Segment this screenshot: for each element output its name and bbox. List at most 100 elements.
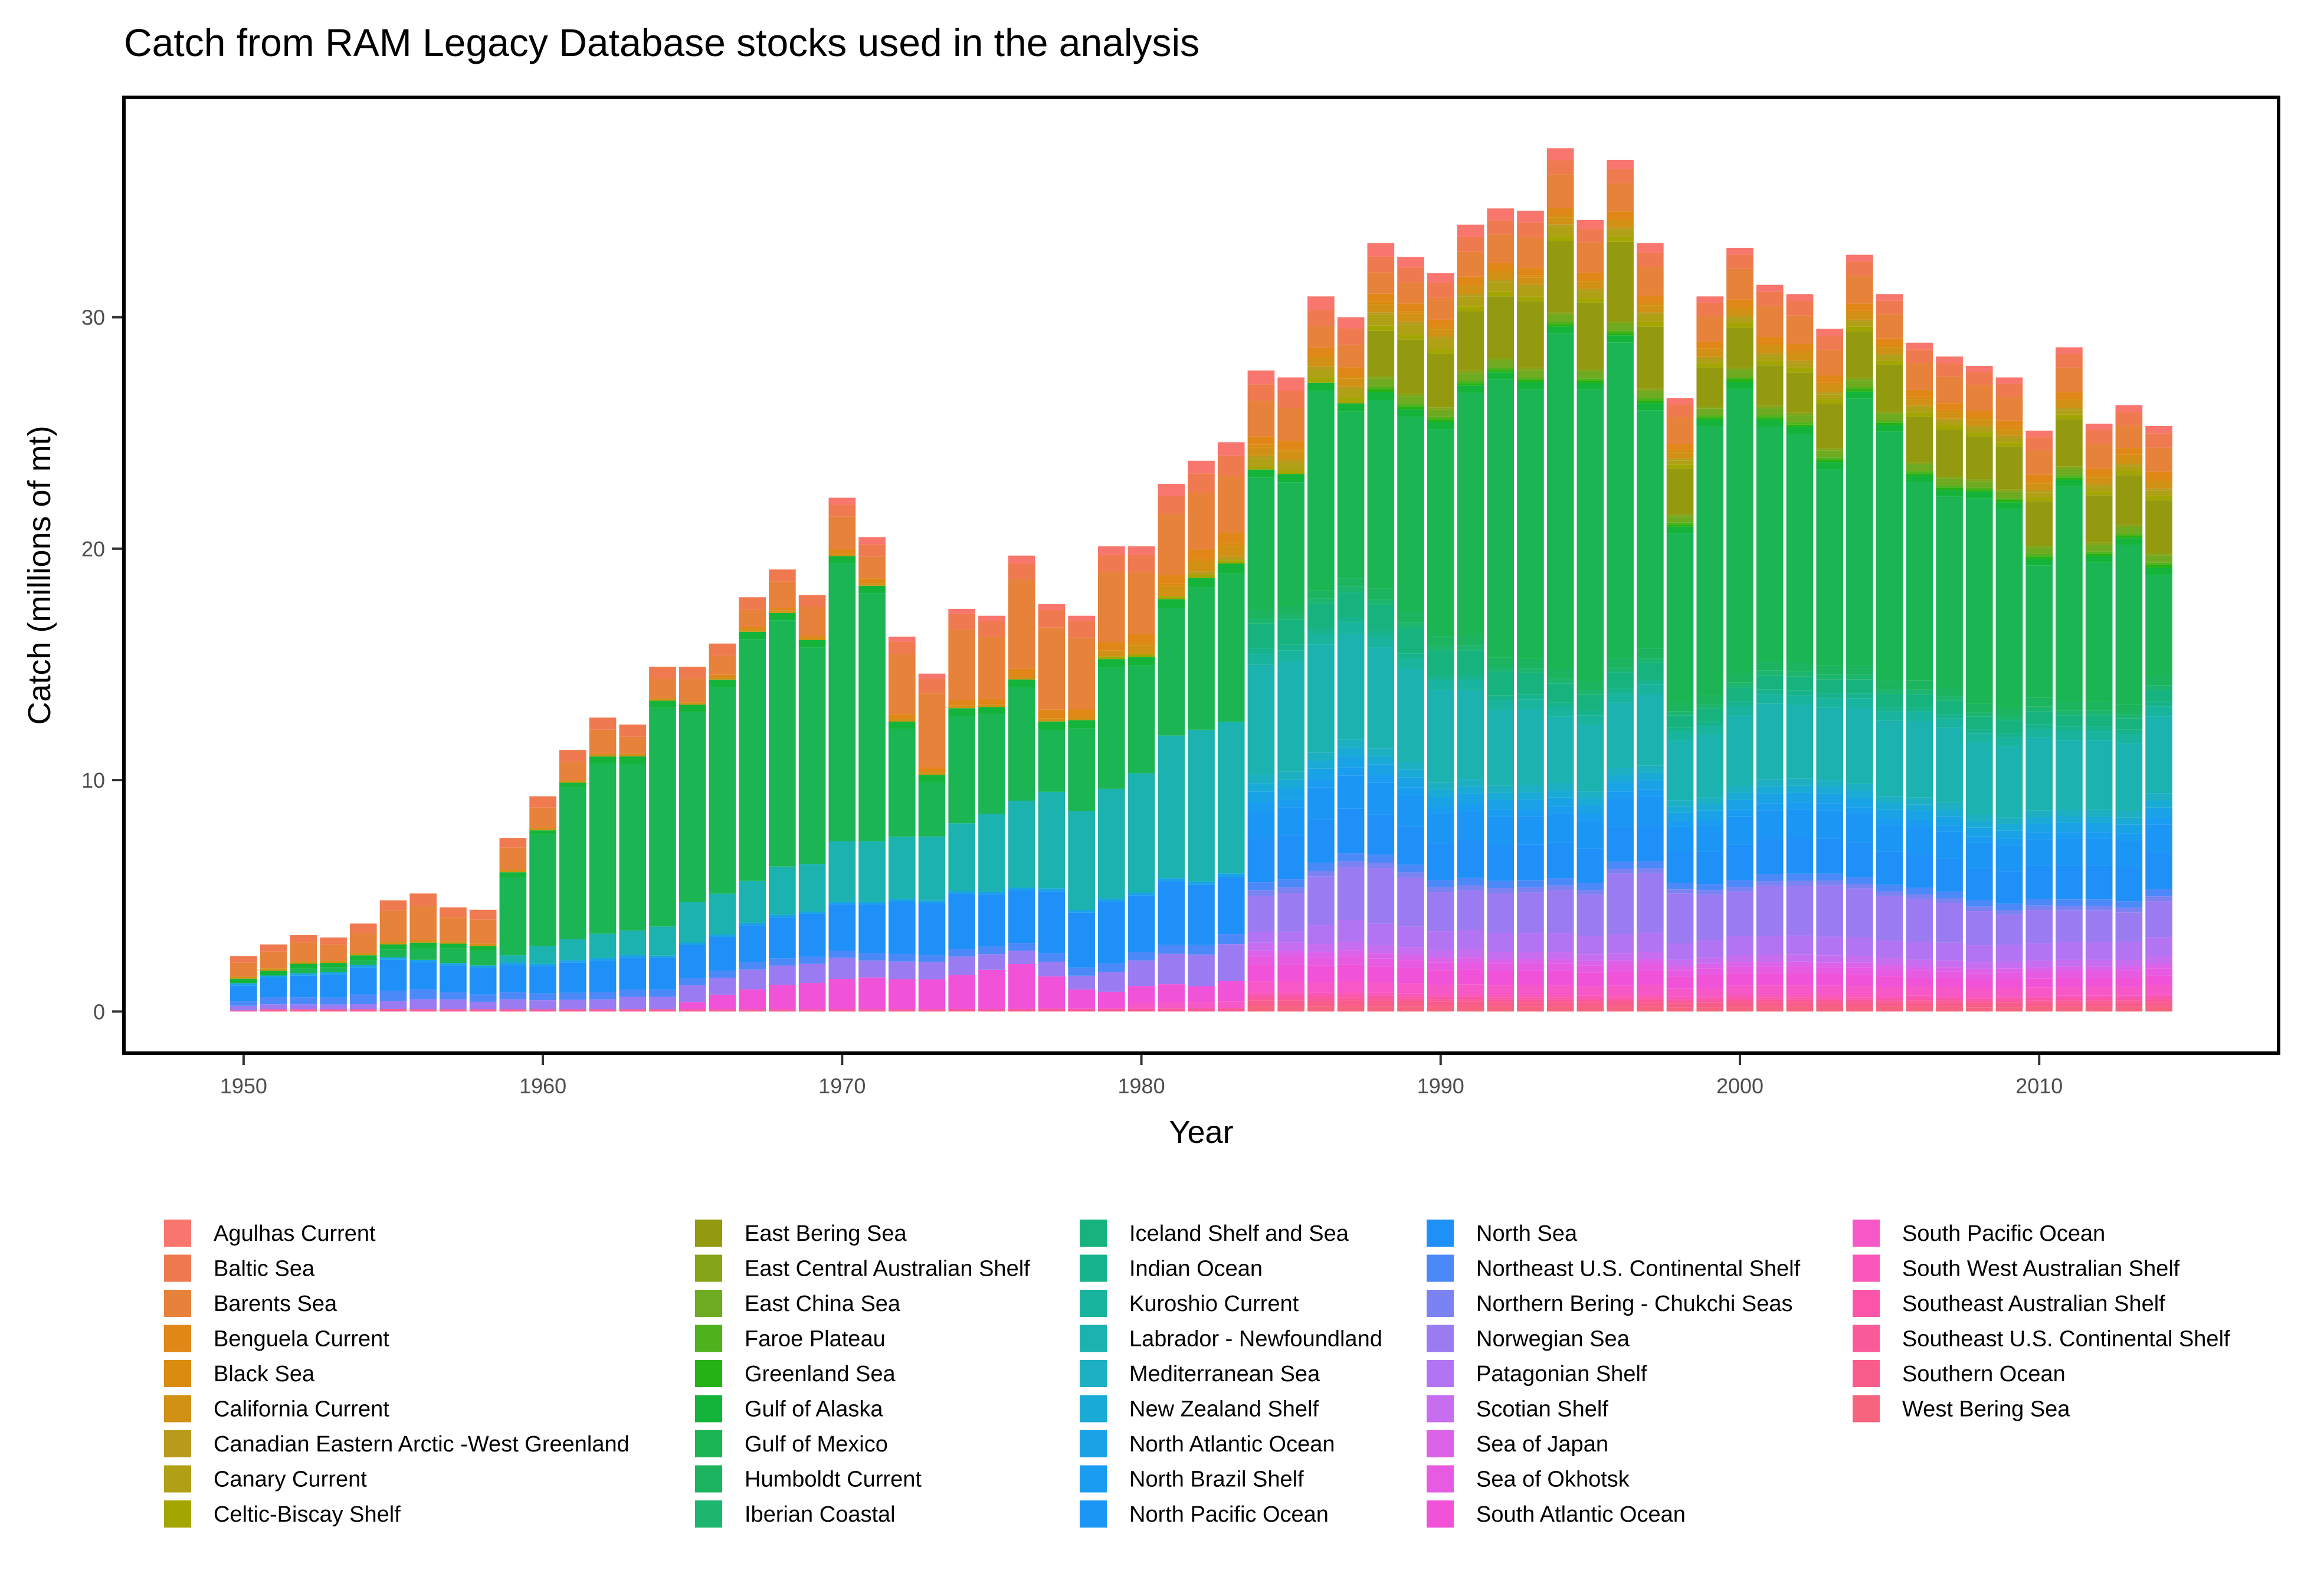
- bar-segment-southern-ocean-1998: [1666, 1003, 1694, 1008]
- bar-segment-kuroshio-current-2012: [2085, 731, 2113, 740]
- bar-segment-scotian-shelf-1989: [1397, 947, 1424, 955]
- bar-segment-baltic-sea-1990: [1427, 283, 1454, 298]
- bar-segment-humboldt-current-1997: [1637, 648, 1664, 658]
- bar-segment-patagonian-shelf-2004: [1846, 937, 1873, 956]
- bar-segment-california-current-2008: [1965, 419, 1993, 426]
- bar-segment-south-pacific-ocean-2001: [1756, 985, 1784, 995]
- bar-segment-faroe-plateau-1994: [1546, 322, 1574, 325]
- bar-segment-southeast-u-s-continental-shelf-1987: [1337, 997, 1365, 1001]
- bar-segment-labrador-newfoundland-1976: [1008, 801, 1035, 888]
- bar-segment-benguela-current-1992: [1487, 263, 1515, 270]
- bar-segment-south-atlantic-ocean-2006: [1906, 978, 1933, 987]
- bar-segment-norwegian-sea-1983: [1217, 944, 1245, 982]
- bar-segment-northeast-u-s-continental-shelf-1997: [1637, 861, 1664, 869]
- bar-segment-south-west-australian-shelf-2005: [1876, 996, 1903, 998]
- bar-segment-agulhas-current-1992: [1487, 208, 1515, 221]
- bar-segment-celtic-biscay-shelf-2014: [2145, 495, 2172, 501]
- bar-segment-patagonian-shelf-1996: [1607, 934, 1634, 953]
- bar-segment-norwegian-sea-1996: [1607, 873, 1634, 935]
- bar-segment-scotian-shelf-2005: [1876, 958, 1903, 965]
- bar-segment-south-west-australian-shelf-2003: [1816, 995, 1843, 998]
- bar-segment-northeast-u-s-continental-shelf-2009: [1995, 903, 2023, 910]
- bar-segment-north-sea-1996: [1607, 827, 1634, 862]
- bar-segment-mediterranean-sea-1991: [1457, 779, 1484, 786]
- bar-segment-north-atlantic-ocean-1950: [230, 983, 257, 986]
- bar-segment-northern-bering-chukchi-seas-1999: [1696, 890, 1724, 895]
- bar-segment-northeast-u-s-continental-shelf-1982: [1188, 945, 1215, 955]
- bar-segment-gulf-of-mexico-2005: [1876, 431, 1903, 681]
- bar-segment-east-china-sea-2011: [2056, 468, 2083, 476]
- bar-segment-gulf-of-alaska-1950: [230, 978, 257, 984]
- bar-segment-patagonian-shelf-2001: [1756, 936, 1784, 955]
- bar-segment-barents-sea-1992: [1487, 234, 1515, 263]
- bar-segment-gulf-of-alaska-1987: [1337, 403, 1365, 412]
- bar-segment-iceland-shelf-and-sea-1999: [1696, 709, 1724, 722]
- bar-segment-new-zealand-shelf-2002: [1786, 785, 1814, 793]
- bar-segment-barents-sea-1999: [1696, 316, 1724, 342]
- bar-segment-northeast-u-s-continental-shelf-1959: [499, 992, 527, 999]
- bar-segment-gulf-of-alaska-1967: [739, 631, 766, 640]
- bar-segment-southeast-u-s-continental-shelf-1989: [1397, 998, 1424, 1001]
- bar-segment-south-atlantic-ocean-1986: [1307, 965, 1335, 982]
- bar-segment-north-sea-1995: [1576, 848, 1604, 883]
- bar-segment-south-atlantic-ocean-1988: [1367, 966, 1395, 982]
- bar-segment-south-west-australian-shelf-1987: [1337, 992, 1365, 995]
- bar-segment-black-sea-1989: [1397, 311, 1424, 314]
- bar-segment-east-bering-sea-1991: [1457, 311, 1484, 371]
- bar-segment-north-sea-1985: [1277, 835, 1304, 880]
- bar-segment-gulf-of-mexico-2003: [1816, 469, 1843, 666]
- bar-segment-new-zealand-shelf-2012: [2085, 816, 2113, 823]
- bar-segment-agulhas-current-1985: [1277, 377, 1304, 391]
- bar-segment-north-sea-2003: [1816, 838, 1843, 874]
- x-tick-label-2000: 2000: [1716, 1074, 1764, 1098]
- bar-segment-canadian-eastern-arctic-west-greenland-1982: [1188, 571, 1215, 575]
- bar-segment-canadian-eastern-arctic-west-greenland-2008: [1965, 425, 1993, 428]
- bar-segment-southern-ocean-1987: [1337, 1000, 1365, 1006]
- bar-segment-north-sea-1960: [529, 966, 556, 994]
- bar-segment-east-bering-sea-1992: [1487, 296, 1515, 358]
- bar-segment-norwegian-sea-1990: [1427, 892, 1454, 932]
- bar-segment-sea-of-japan-2005: [1876, 965, 1903, 969]
- legend-label-iberian-coastal: Iberian Coastal: [745, 1502, 896, 1527]
- bar-segment-kuroshio-current-2006: [1906, 712, 1933, 722]
- bar-segment-baltic-sea-2011: [2056, 354, 2083, 368]
- bar-segment-southeast-u-s-continental-shelf-1962: [589, 1009, 617, 1012]
- bar-segment-benguela-current-1982: [1188, 549, 1215, 559]
- bar-segment-north-pacific-ocean-2010: [2025, 839, 2053, 866]
- bar-segment-east-china-sea-2001: [1756, 408, 1784, 415]
- bar-segment-iberian-coastal-2000: [1726, 682, 1753, 687]
- bar-segment-south-west-australian-shelf-2002: [1786, 995, 1814, 998]
- bar-segment-gulf-of-alaska-1988: [1367, 392, 1395, 400]
- bar-segment-baltic-sea-2002: [1786, 301, 1814, 316]
- bar-segment-east-central-australian-shelf-2008: [1965, 479, 1993, 481]
- bar-segment-california-current-1956: [409, 940, 437, 943]
- bar-segment-northern-bering-chukchi-seas-1995: [1576, 890, 1604, 895]
- bar-segment-north-sea-1979: [1098, 902, 1125, 964]
- bar-segment-northern-bering-chukchi-seas-1993: [1517, 887, 1544, 893]
- bar-segment-southeast-u-s-continental-shelf-1953: [320, 1009, 347, 1012]
- bar-segment-kuroshio-current-1991: [1457, 680, 1484, 690]
- bar-segment-baltic-sea-1963: [619, 725, 647, 737]
- bar-segment-gulf-of-mexico-1972: [888, 729, 916, 837]
- bar-segment-black-sea-2001: [1756, 344, 1784, 347]
- bar-segment-east-bering-sea-2001: [1756, 365, 1784, 406]
- bar-segment-agulhas-current-1995: [1576, 219, 1604, 230]
- bar-segment-baltic-sea-1958: [469, 909, 497, 920]
- bar-segment-northeast-u-s-continental-shelf-1961: [559, 992, 586, 1000]
- bar-segment-california-current-1999: [1696, 350, 1724, 357]
- bar-segment-northeast-u-s-continental-shelf-2011: [2056, 899, 2083, 906]
- bar-segment-south-west-australian-shelf-1986: [1307, 992, 1335, 995]
- bar-segment-new-zealand-shelf-1988: [1367, 756, 1395, 765]
- bar-segment-north-sea-2002: [1786, 838, 1814, 874]
- bar-segment-north-sea-1970: [828, 904, 856, 951]
- bar-segment-north-atlantic-ocean-1976: [1008, 887, 1035, 890]
- bar-segment-california-current-2003: [1816, 385, 1843, 392]
- bar-segment-new-zealand-shelf-2004: [1846, 791, 1873, 798]
- bar-segment-baltic-sea-1969: [798, 595, 826, 607]
- bar-segment-baltic-sea-2009: [1995, 384, 2023, 397]
- bar-segment-gulf-of-mexico-2012: [2085, 562, 2113, 702]
- bar-segment-norwegian-sea-1993: [1517, 892, 1544, 933]
- bar-segment-southeast-u-s-continental-shelf-1997: [1637, 999, 1664, 1002]
- bar-segment-sea-of-japan-2013: [2115, 966, 2143, 971]
- bar-segment-west-bering-sea-2006: [1906, 1007, 1933, 1012]
